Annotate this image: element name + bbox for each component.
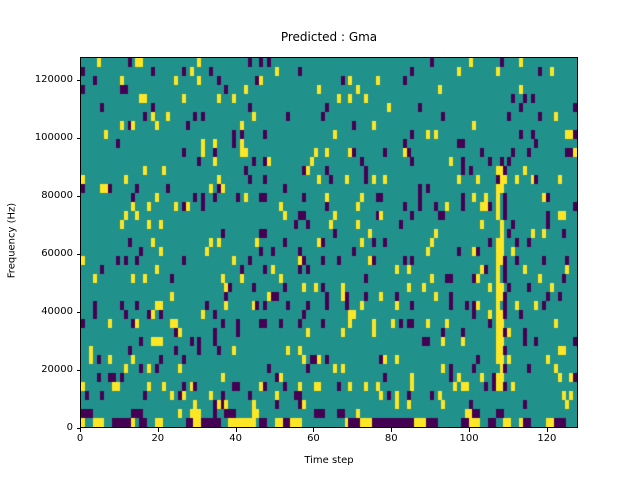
y-tick-mark bbox=[76, 138, 80, 140]
x-tick-label: 80 bbox=[384, 433, 398, 444]
y-tick-mark bbox=[76, 80, 80, 82]
y-tick-mark bbox=[76, 254, 80, 256]
y-tick-label-group: 0 20000 40000 60000 80000 100000 120000 bbox=[0, 0, 80, 480]
heatmap-axes bbox=[80, 57, 578, 428]
y-tick-mark bbox=[76, 312, 80, 314]
x-tick-label: 40 bbox=[229, 433, 242, 444]
x-tick-label: 60 bbox=[307, 433, 320, 444]
y-tick-mark bbox=[76, 196, 80, 198]
x-tick-mark bbox=[313, 428, 315, 432]
y-tick-mark bbox=[76, 428, 80, 429]
x-tick-label: 20 bbox=[151, 433, 165, 444]
y-tick-label: 80000 bbox=[41, 190, 73, 202]
y-tick-label: 120000 bbox=[34, 74, 73, 86]
x-tick-mark bbox=[157, 428, 159, 432]
x-axis-label: Time step bbox=[304, 455, 354, 466]
x-tick-mark bbox=[235, 428, 237, 432]
y-tick-mark bbox=[76, 370, 80, 372]
x-tick-label: 100 bbox=[459, 433, 479, 444]
heatmap-image bbox=[81, 58, 577, 427]
y-axis-label: Frequency (Hz) bbox=[6, 202, 18, 279]
x-tick-mark bbox=[469, 428, 471, 432]
y-tick-label: 100000 bbox=[34, 132, 73, 144]
page-title: Predicted : Gma bbox=[280, 30, 378, 44]
x-tick-label: 0 bbox=[76, 433, 84, 444]
x-tick-mark bbox=[391, 428, 393, 432]
y-tick-label: 40000 bbox=[41, 306, 73, 318]
y-tick-label: 20000 bbox=[41, 364, 73, 376]
y-tick-label: 60000 bbox=[41, 248, 73, 260]
x-tick-label: 120 bbox=[537, 433, 557, 444]
x-tick-mark bbox=[546, 428, 548, 432]
x-tick-mark bbox=[80, 428, 81, 432]
y-tick-label: 0 bbox=[66, 422, 73, 433]
